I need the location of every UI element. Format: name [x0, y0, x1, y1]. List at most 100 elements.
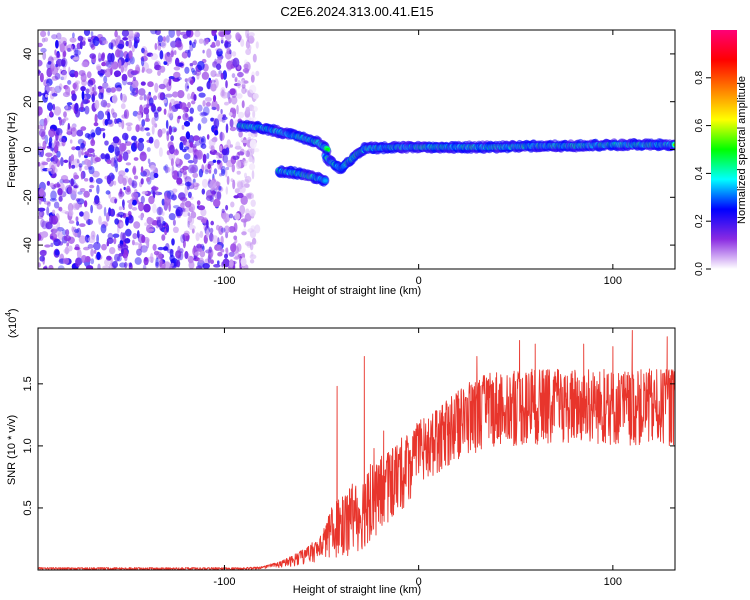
- spectrogram-cell: [255, 41, 259, 49]
- spectrogram-cell: [198, 168, 203, 178]
- spectrogram-cell: [224, 101, 229, 106]
- spectrogram-cell: [108, 42, 113, 49]
- spectrogram-cell: [40, 231, 49, 238]
- spectrogram-cell: [240, 257, 247, 267]
- spectrogram-cell: [96, 65, 102, 71]
- spectrogram-cell: [162, 36, 167, 42]
- spectrogram-cell: [220, 36, 224, 44]
- spectrogram-cell: [88, 188, 92, 193]
- spectrogram-cell: [212, 136, 218, 143]
- spectrogram-cell: [183, 153, 191, 160]
- spectrogram-cell: [100, 99, 108, 108]
- spectrogram-cell: [233, 256, 240, 260]
- spectrogram-cell: [84, 132, 91, 139]
- spectrogram-cell: [121, 73, 128, 82]
- spectrogram-cell: [157, 106, 162, 112]
- spectrogram-cell: [71, 164, 76, 169]
- spectrogram-cell: [161, 211, 165, 216]
- spectrogram-cell: [146, 216, 153, 225]
- spectrogram-cell: [206, 48, 212, 58]
- spectrogram-cell: [228, 213, 234, 219]
- spectrogram-cell: [59, 37, 67, 44]
- spectrogram-cell: [144, 127, 150, 131]
- spectrogram-cell: [187, 49, 191, 58]
- spectrogram-cell: [101, 61, 106, 67]
- spectrogram-cell: [225, 247, 229, 253]
- spectrogram-cell: [153, 250, 160, 256]
- spectrogram-cell: [90, 204, 93, 214]
- spectrogram-cell: [153, 139, 160, 149]
- spectrogram-cell: [50, 235, 54, 240]
- spectrogram-cell: [58, 195, 63, 202]
- colorbar-label: Normalized spectral amplitude: [736, 76, 748, 224]
- spectrogram-cell: [39, 249, 47, 257]
- spectrogram-cell: [179, 196, 188, 202]
- spectrogram-cell: [201, 143, 207, 149]
- spectrogram-cell: [120, 231, 124, 242]
- spectrogram-cell: [159, 50, 164, 60]
- spectrogram-cell: [196, 86, 204, 92]
- spectrogram-cell: [134, 257, 142, 265]
- spectrogram-cell: [232, 155, 240, 160]
- snr-plot-area: [37, 330, 676, 571]
- spectrogram-cell: [172, 91, 179, 98]
- spectrogram-cell: [110, 39, 117, 47]
- spectrogram-cell: [81, 150, 84, 156]
- spectrogram-cell: [156, 206, 163, 216]
- spectrogram-cell: [252, 109, 256, 119]
- spectrogram-cell: [226, 47, 231, 55]
- spectrogram-cell: [170, 41, 177, 49]
- spectrogram-cell: [86, 265, 94, 269]
- spectrogram-cell: [140, 178, 144, 185]
- spectrogram-cell: [123, 186, 126, 191]
- spectrogram-cell: [117, 43, 124, 49]
- spectrogram-cell: [222, 213, 231, 223]
- spectrogram-cell: [68, 220, 75, 224]
- spectrogram-cell: [209, 179, 217, 190]
- spectrogram-cell: [168, 213, 176, 221]
- spectrogram-cell: [38, 106, 43, 116]
- spectrogram-cell: [78, 235, 86, 244]
- spectrogram-cell: [138, 243, 143, 251]
- spectrogram-cell: [157, 92, 164, 101]
- spectrogram-cell: [136, 230, 140, 239]
- spectrogram-cell: [72, 82, 77, 90]
- spectrogram-cell: [213, 264, 221, 268]
- spectrogram-cell: [240, 195, 248, 205]
- spectrogram-cell: [147, 81, 154, 88]
- spectrogram-cell: [159, 223, 164, 231]
- spectrogram-cell: [104, 259, 110, 266]
- spectrogram-cell: [181, 200, 186, 205]
- spectrogram-cell: [177, 115, 182, 120]
- spectrogram-cell: [199, 111, 207, 117]
- spectrogram-cell: [214, 129, 219, 136]
- spectrogram-cell: [186, 30, 192, 37]
- spectrogram-cell: [65, 85, 71, 96]
- spectrogram-cell: [249, 37, 254, 44]
- spectrogram-cell: [154, 30, 161, 36]
- spectrogram-cell: [215, 181, 221, 187]
- spectrogram-cell: [120, 248, 124, 255]
- spectrogram-cell: [228, 251, 235, 257]
- spectrogram-cell: [146, 177, 151, 183]
- spectrogram-cell: [249, 242, 254, 251]
- spectrogram-cell: [234, 188, 240, 194]
- spectrogram-cell: [133, 221, 141, 229]
- spectrogram-cell: [141, 69, 145, 73]
- spectrogram-cell: [148, 195, 155, 205]
- spectrogram-cell: [46, 157, 51, 162]
- spectrogram-cell: [241, 100, 245, 109]
- spectrogram-cell: [58, 206, 63, 212]
- y-tick-label: 20: [22, 96, 34, 108]
- spectrogram-cell: [68, 245, 73, 252]
- spectrogram-cell: [219, 131, 225, 141]
- spectrogram-cell: [216, 49, 219, 56]
- spectrogram-cell: [46, 206, 50, 216]
- spectrogram-cell: [45, 82, 51, 92]
- spectrogram-cell: [189, 141, 194, 148]
- spectrogram-cell: [106, 255, 112, 261]
- spectrogram-cell: [77, 35, 84, 42]
- spectrogram-cell: [71, 226, 74, 233]
- spectrogram-cell: [141, 235, 146, 243]
- spectrogram-cell: [106, 119, 113, 125]
